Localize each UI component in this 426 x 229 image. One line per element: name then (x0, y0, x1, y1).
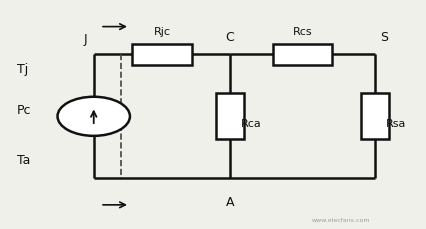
Text: Tj: Tj (17, 62, 28, 75)
Circle shape (58, 97, 130, 136)
Text: A: A (226, 195, 234, 208)
Text: Rcs: Rcs (293, 27, 312, 37)
Text: J: J (83, 33, 87, 46)
Bar (273, 45, 332, 65)
Text: www.elecfans.com: www.elecfans.com (311, 217, 370, 222)
Text: C: C (226, 30, 234, 44)
Text: Ta: Ta (17, 154, 30, 167)
Bar (132, 45, 192, 65)
Bar (361, 94, 389, 140)
Text: Rca: Rca (241, 119, 262, 129)
Text: Rjc: Rjc (153, 27, 170, 37)
Text: S: S (380, 30, 388, 44)
Bar (216, 94, 244, 140)
Text: Rsa: Rsa (386, 119, 406, 129)
Text: Pc: Pc (17, 104, 32, 116)
